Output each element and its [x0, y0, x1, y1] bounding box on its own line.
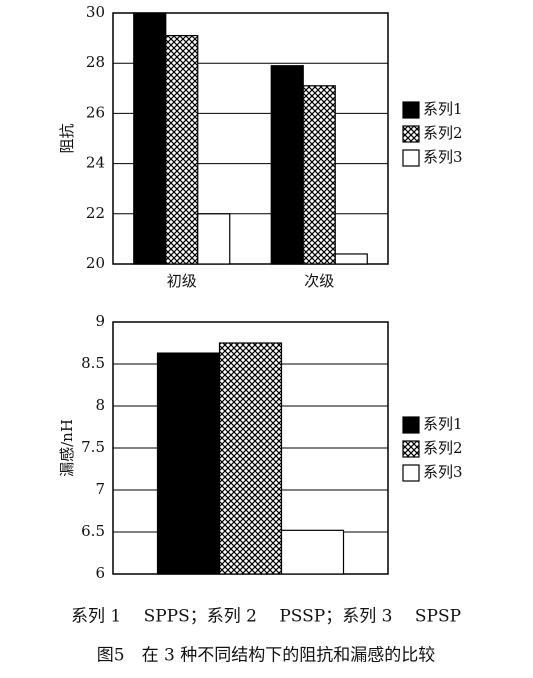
y-tick-label: 6.5 [81, 522, 105, 540]
y-tick-label: 7 [95, 480, 105, 498]
y-tick-label: 22 [86, 204, 105, 222]
x-tick-label: 初级 [167, 272, 197, 290]
y-tick-label: 26 [86, 103, 105, 121]
legend-swatch [402, 416, 420, 434]
y-axis-label: 漏感/nH [58, 419, 76, 477]
caption-note: 系列 1 SPPS；系列 2 PSSP；系列 3 SPSP [71, 607, 461, 627]
y-tick-label: 9 [95, 312, 105, 330]
y-tick-label: 24 [86, 154, 105, 172]
legend-label: 系列2 [423, 439, 463, 457]
y-axis-label: 阻抗 [58, 123, 76, 153]
bar [270, 65, 304, 265]
bar [156, 352, 221, 575]
legend-swatch [402, 149, 420, 167]
legend-label: 系列1 [423, 415, 463, 433]
legend-swatch [402, 440, 420, 458]
legend-swatch [402, 464, 420, 482]
plot-frame [112, 12, 389, 265]
caption-title: 图5 在 3 种不同结构下的阻抗和漏感的比较 [97, 646, 435, 666]
bar [334, 253, 368, 265]
y-tick-label: 8 [95, 396, 105, 414]
legend-label: 系列3 [423, 148, 463, 166]
legend-swatch [402, 125, 420, 143]
y-tick-label: 28 [86, 53, 105, 71]
x-tick-label: 次级 [304, 272, 334, 290]
y-tick-label: 30 [86, 3, 105, 21]
y-tick-label: 8.5 [81, 354, 105, 372]
legend-label: 系列2 [423, 124, 463, 142]
legend-label: 系列1 [423, 100, 463, 118]
y-tick-label: 20 [86, 254, 105, 272]
bar [218, 342, 283, 575]
bar [302, 85, 336, 265]
y-tick-label: 6 [95, 564, 105, 582]
bar [133, 12, 167, 265]
bar [280, 529, 345, 575]
y-tick-label: 7.5 [81, 438, 105, 456]
legend-swatch [402, 101, 420, 119]
bar [165, 34, 199, 265]
bar [197, 213, 231, 265]
legend-label: 系列3 [423, 463, 463, 481]
